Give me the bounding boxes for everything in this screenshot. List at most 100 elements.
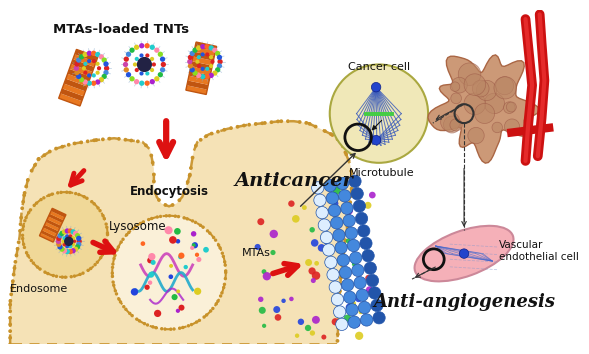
Circle shape bbox=[131, 288, 138, 296]
Circle shape bbox=[279, 119, 283, 123]
Circle shape bbox=[204, 134, 208, 138]
Circle shape bbox=[144, 285, 150, 290]
Ellipse shape bbox=[415, 226, 514, 281]
Circle shape bbox=[104, 222, 108, 226]
Polygon shape bbox=[43, 225, 58, 234]
Circle shape bbox=[39, 198, 43, 201]
Circle shape bbox=[345, 153, 348, 156]
Circle shape bbox=[55, 275, 58, 278]
Circle shape bbox=[452, 77, 467, 93]
Circle shape bbox=[176, 309, 180, 313]
Circle shape bbox=[194, 221, 197, 224]
Circle shape bbox=[336, 137, 339, 141]
Circle shape bbox=[74, 192, 77, 195]
Circle shape bbox=[168, 274, 173, 279]
Circle shape bbox=[92, 202, 96, 205]
Circle shape bbox=[333, 306, 346, 318]
Text: Endocytosis: Endocytosis bbox=[130, 184, 209, 198]
Circle shape bbox=[134, 45, 139, 50]
Circle shape bbox=[112, 284, 115, 287]
Circle shape bbox=[355, 212, 368, 225]
Circle shape bbox=[163, 327, 167, 331]
Circle shape bbox=[94, 138, 98, 142]
Circle shape bbox=[151, 325, 155, 329]
Circle shape bbox=[80, 141, 83, 144]
Circle shape bbox=[325, 256, 337, 268]
Circle shape bbox=[337, 254, 349, 266]
Circle shape bbox=[33, 163, 37, 167]
Circle shape bbox=[61, 239, 65, 244]
Circle shape bbox=[169, 327, 173, 331]
Circle shape bbox=[23, 246, 26, 249]
Circle shape bbox=[309, 267, 316, 275]
Circle shape bbox=[145, 72, 150, 75]
Circle shape bbox=[90, 200, 94, 203]
Circle shape bbox=[200, 52, 205, 57]
Circle shape bbox=[120, 240, 123, 244]
Circle shape bbox=[138, 319, 141, 322]
Circle shape bbox=[305, 325, 311, 331]
Circle shape bbox=[19, 222, 22, 226]
Circle shape bbox=[289, 297, 294, 301]
Circle shape bbox=[210, 132, 214, 136]
Circle shape bbox=[95, 261, 99, 264]
Circle shape bbox=[342, 245, 346, 249]
Circle shape bbox=[217, 63, 222, 69]
Circle shape bbox=[56, 191, 59, 194]
Polygon shape bbox=[10, 121, 352, 344]
Circle shape bbox=[68, 249, 73, 254]
Circle shape bbox=[160, 57, 166, 62]
Circle shape bbox=[150, 68, 154, 72]
Circle shape bbox=[350, 187, 353, 190]
Circle shape bbox=[340, 269, 343, 273]
Circle shape bbox=[188, 174, 191, 177]
Circle shape bbox=[337, 306, 341, 310]
Circle shape bbox=[336, 318, 348, 331]
Circle shape bbox=[8, 329, 12, 333]
Circle shape bbox=[311, 239, 319, 247]
Circle shape bbox=[337, 313, 340, 316]
Circle shape bbox=[59, 246, 65, 252]
Circle shape bbox=[154, 326, 158, 330]
Circle shape bbox=[305, 121, 308, 125]
Circle shape bbox=[205, 67, 209, 71]
Circle shape bbox=[64, 275, 67, 279]
Circle shape bbox=[19, 216, 23, 219]
Circle shape bbox=[158, 72, 163, 77]
Circle shape bbox=[177, 215, 180, 218]
Circle shape bbox=[196, 257, 201, 262]
Circle shape bbox=[43, 270, 47, 274]
Circle shape bbox=[133, 62, 137, 67]
Circle shape bbox=[65, 234, 70, 239]
Circle shape bbox=[104, 245, 108, 248]
Circle shape bbox=[369, 287, 381, 299]
Circle shape bbox=[344, 291, 356, 303]
Circle shape bbox=[195, 320, 198, 324]
Circle shape bbox=[339, 276, 343, 280]
Circle shape bbox=[263, 272, 271, 280]
Circle shape bbox=[195, 253, 199, 257]
Circle shape bbox=[215, 51, 220, 56]
Circle shape bbox=[122, 305, 125, 308]
Polygon shape bbox=[428, 55, 540, 163]
Circle shape bbox=[352, 264, 364, 276]
Circle shape bbox=[200, 74, 206, 79]
Circle shape bbox=[323, 244, 335, 256]
Circle shape bbox=[309, 227, 315, 233]
Polygon shape bbox=[64, 79, 87, 91]
Circle shape bbox=[57, 233, 62, 238]
Circle shape bbox=[112, 216, 226, 329]
Circle shape bbox=[21, 234, 24, 237]
Text: Cancer cell: Cancer cell bbox=[348, 62, 410, 72]
Circle shape bbox=[258, 297, 263, 302]
Circle shape bbox=[329, 132, 333, 136]
Circle shape bbox=[29, 259, 33, 262]
Circle shape bbox=[339, 282, 342, 286]
Circle shape bbox=[358, 225, 370, 237]
Circle shape bbox=[95, 52, 100, 57]
Circle shape bbox=[186, 217, 189, 221]
Circle shape bbox=[71, 236, 75, 240]
Circle shape bbox=[262, 324, 266, 328]
Circle shape bbox=[183, 216, 186, 219]
Circle shape bbox=[65, 249, 70, 254]
